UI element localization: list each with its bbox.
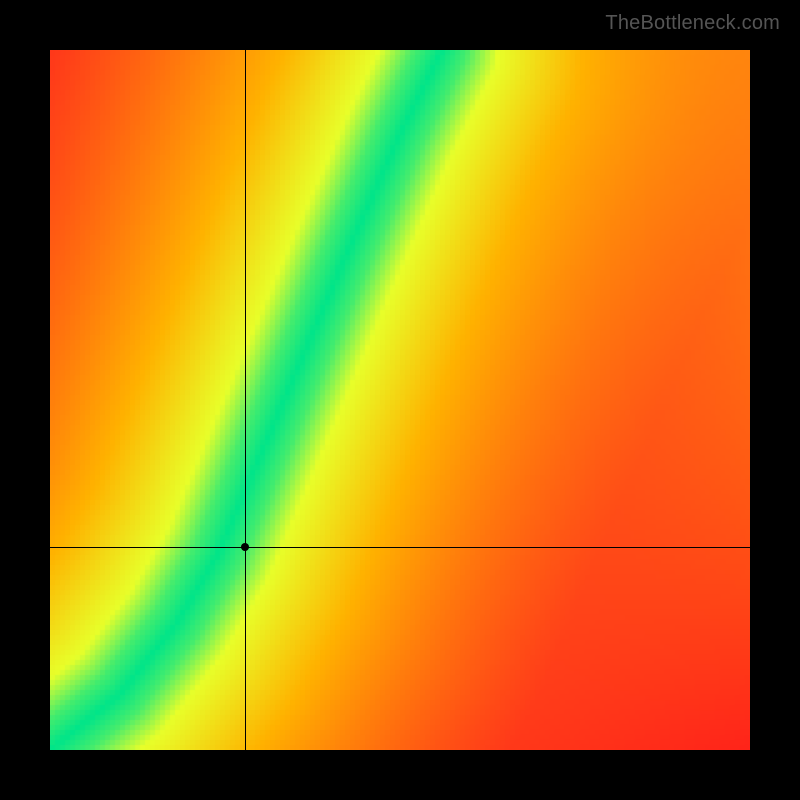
heatmap-canvas: [50, 50, 750, 750]
watermark-text: TheBottleneck.com: [605, 12, 780, 35]
selection-marker: [241, 543, 249, 551]
crosshair-horizontal: [50, 547, 750, 548]
bottleneck-heatmap: [50, 50, 750, 750]
crosshair-vertical: [245, 50, 246, 750]
